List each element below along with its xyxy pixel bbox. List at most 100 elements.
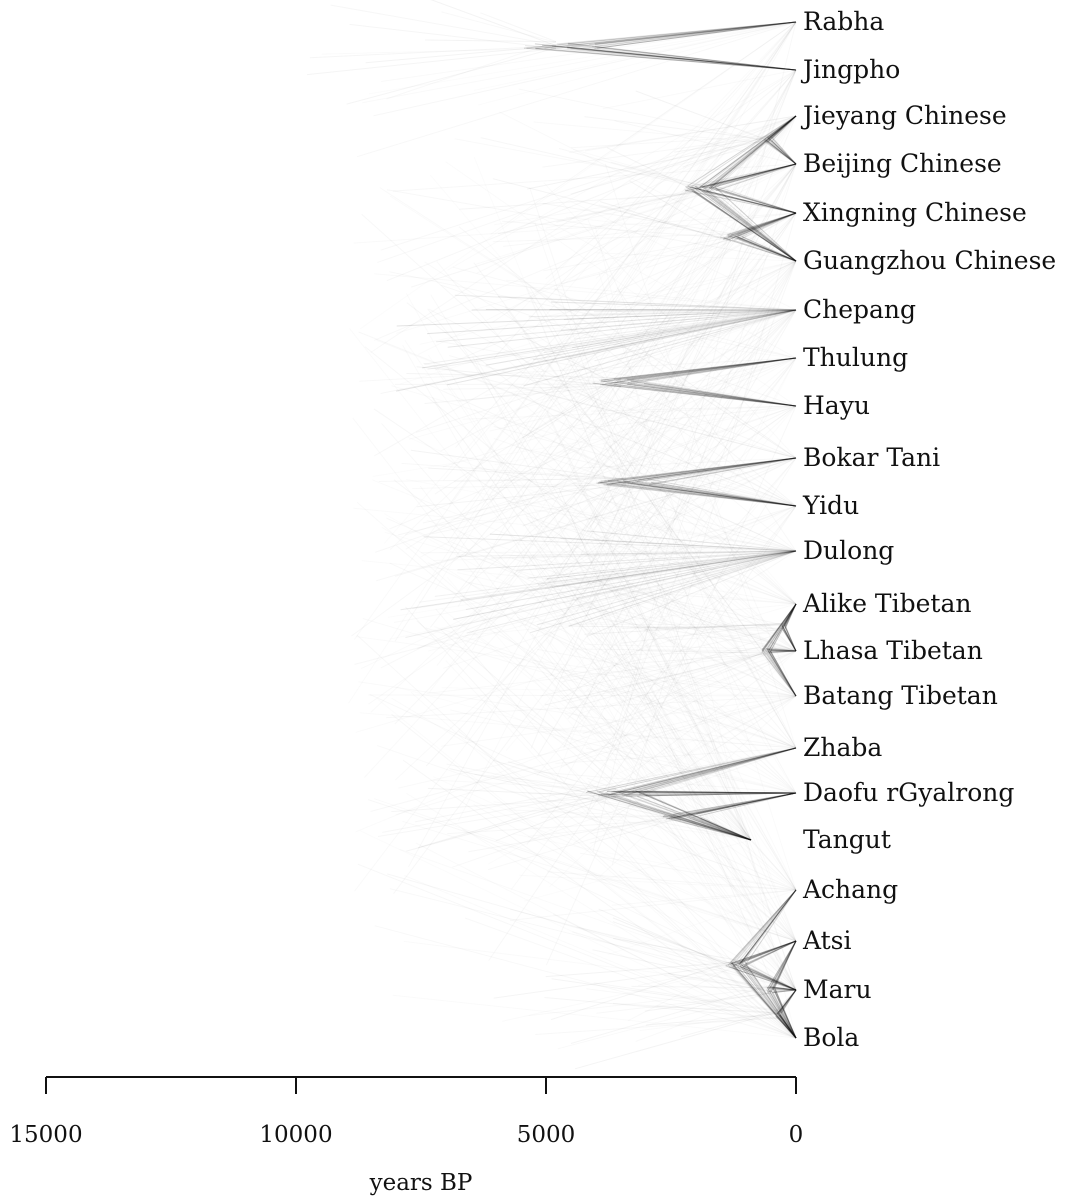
- branch-line: [611, 792, 797, 798]
- taxon-label: Beijing Chinese: [803, 149, 1002, 178]
- branch-line: [596, 482, 797, 507]
- sample-tree-line: [551, 978, 779, 1012]
- taxon-label: Alike Tibetan: [802, 589, 971, 618]
- branch-line: [763, 115, 797, 140]
- sample-tree-line: [570, 135, 769, 195]
- branch-line: [768, 990, 797, 1039]
- branch-line: [630, 380, 797, 407]
- branch-line: [607, 479, 797, 507]
- branch-line: [662, 816, 752, 841]
- branch-line: [741, 889, 797, 963]
- branch-line: [614, 381, 797, 407]
- branch-line: [774, 989, 797, 1039]
- branch-line: [744, 966, 797, 991]
- branch-line: [761, 648, 797, 697]
- branch-line: [685, 163, 797, 192]
- branch-line: [597, 747, 797, 797]
- branch-line: [772, 986, 797, 991]
- sample-tree-line: [331, 5, 556, 45]
- branch-line: [598, 481, 797, 507]
- branch-line: [688, 792, 797, 815]
- branch-line: [739, 212, 797, 240]
- branch-line: [741, 961, 797, 1039]
- branch-line: [770, 136, 797, 165]
- branch-line: [622, 747, 797, 797]
- branch-line: [774, 940, 797, 988]
- branch-line: [585, 747, 797, 793]
- branch-line: [771, 115, 797, 143]
- branch-line: [765, 648, 797, 652]
- branch-line: [728, 961, 797, 991]
- sample-tree-line: [492, 178, 732, 241]
- branch-line: [418, 550, 797, 603]
- branch-line: [626, 383, 797, 407]
- branch-line: [550, 301, 797, 311]
- branch-line: [777, 1012, 797, 1039]
- branch-line: [528, 309, 797, 318]
- branch-line: [597, 791, 752, 841]
- branch-line: [767, 140, 797, 165]
- branch-line: [773, 988, 797, 1039]
- branch-line: [784, 603, 797, 627]
- branch-line: [783, 603, 797, 625]
- branch-line: [423, 536, 797, 552]
- branch-line: [782, 603, 797, 630]
- branch-line: [770, 986, 797, 991]
- sample-tree-line: [568, 625, 784, 629]
- branch-line: [603, 357, 797, 382]
- branch-line: [694, 188, 797, 262]
- branch-line: [690, 188, 797, 262]
- branch-line: [605, 792, 752, 841]
- taxon-label: Bokar Tani: [803, 443, 940, 472]
- branch-line: [736, 237, 797, 262]
- branch-line: [580, 550, 797, 555]
- branch-line: [767, 940, 797, 988]
- tick-label: 5000: [517, 1122, 576, 1148]
- sample-tree-line: [365, 45, 557, 64]
- branch-line: [701, 190, 797, 214]
- branch-line: [767, 115, 797, 144]
- branch-line: [766, 992, 797, 1039]
- branch-line: [538, 550, 797, 585]
- branch-line: [567, 46, 797, 71]
- branch-line: [730, 889, 797, 963]
- branch-line: [739, 961, 797, 1039]
- branch-line: [663, 814, 752, 841]
- sample-tree-line: [416, 366, 622, 387]
- branch-line: [723, 237, 797, 262]
- branch-line: [587, 790, 752, 841]
- branch-line: [687, 792, 797, 817]
- branch-line: [589, 21, 797, 46]
- branch-line: [714, 163, 797, 188]
- branch-line: [764, 648, 797, 697]
- sample-tree-line: [522, 377, 622, 439]
- branch-line: [706, 115, 797, 191]
- branch-line: [668, 818, 752, 841]
- branch-line: [669, 792, 797, 818]
- branch-line: [598, 457, 797, 484]
- branch-line: [773, 986, 797, 1039]
- branch-line: [783, 628, 797, 652]
- branch-line: [779, 989, 797, 1017]
- branch-line: [627, 357, 797, 384]
- branch-line: [736, 212, 797, 236]
- branch-line: [763, 650, 797, 653]
- branch-line: [769, 940, 797, 989]
- branch-line: [744, 961, 797, 1039]
- branch-line: [741, 965, 797, 991]
- branch-line: [527, 550, 797, 579]
- branch-line: [607, 747, 797, 796]
- branch-line: [601, 792, 797, 795]
- branch-line: [673, 792, 797, 815]
- branch-line: [741, 236, 797, 262]
- branch-line: [580, 21, 797, 50]
- branch-line: [567, 21, 797, 49]
- branch-line: [731, 940, 797, 965]
- sample-tree-line: [544, 652, 767, 706]
- branch-line: [632, 791, 797, 794]
- branch-line: [699, 163, 797, 188]
- branch-line: [396, 309, 797, 327]
- branch-line: [768, 139, 797, 165]
- branch-line: [662, 792, 797, 818]
